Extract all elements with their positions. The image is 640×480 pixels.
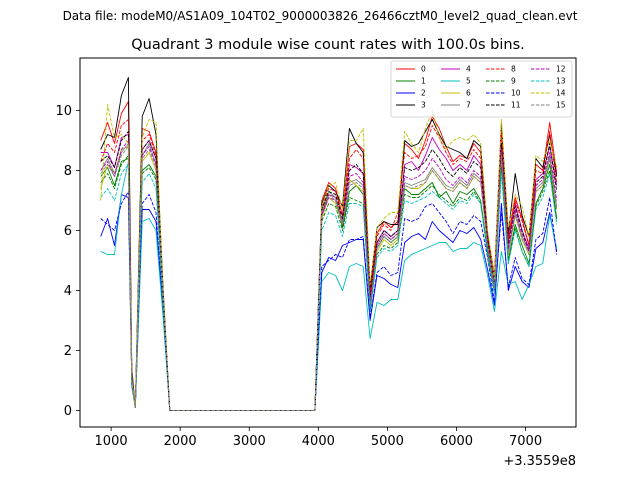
legend-label-14: 14 — [556, 89, 566, 98]
x-offset-label: +3.3559e8 — [503, 454, 576, 469]
legend-box — [391, 61, 572, 117]
legend-label-3: 3 — [421, 101, 426, 110]
y-tick-label: 4 — [64, 284, 72, 299]
y-tick-label: 8 — [64, 164, 72, 179]
legend-label-0: 0 — [421, 65, 426, 74]
x-tick-label: 2000 — [164, 434, 197, 449]
legend-label-10: 10 — [511, 89, 521, 98]
y-tick-label: 6 — [64, 224, 72, 239]
x-tick-label: 1000 — [95, 434, 128, 449]
legend-label-9: 9 — [511, 77, 516, 86]
chart-title: Quadrant 3 module wise count rates with … — [131, 37, 525, 53]
x-tick-label: 6000 — [440, 434, 473, 449]
legend-label-15: 15 — [556, 101, 566, 110]
x-tick-label: 7000 — [509, 434, 542, 449]
legend-label-7: 7 — [466, 101, 471, 110]
y-tick-label: 10 — [55, 104, 72, 119]
chart-suptitle: Data file: modeM0/AS1A09_104T02_90000038… — [63, 9, 578, 23]
x-tick-label: 5000 — [371, 434, 404, 449]
legend-label-4: 4 — [466, 65, 471, 74]
legend-label-13: 13 — [556, 77, 566, 86]
y-axis: 0 2 4 6 8 10 — [55, 104, 80, 419]
y-tick-label: 2 — [64, 344, 72, 359]
legend-label-1: 1 — [421, 77, 426, 86]
x-tick-label: 3000 — [233, 434, 266, 449]
legend-label-11: 11 — [511, 101, 521, 110]
x-axis: 1000 2000 3000 4000 5000 6000 7000 — [95, 427, 543, 449]
x-tick-label: 4000 — [302, 434, 335, 449]
legend-label-8: 8 — [511, 65, 516, 74]
y-tick-label: 0 — [64, 404, 72, 419]
legend-label-2: 2 — [421, 89, 426, 98]
legend-label-12: 12 — [556, 65, 566, 74]
legend-label-5: 5 — [466, 77, 471, 86]
legend-label-6: 6 — [466, 89, 471, 98]
